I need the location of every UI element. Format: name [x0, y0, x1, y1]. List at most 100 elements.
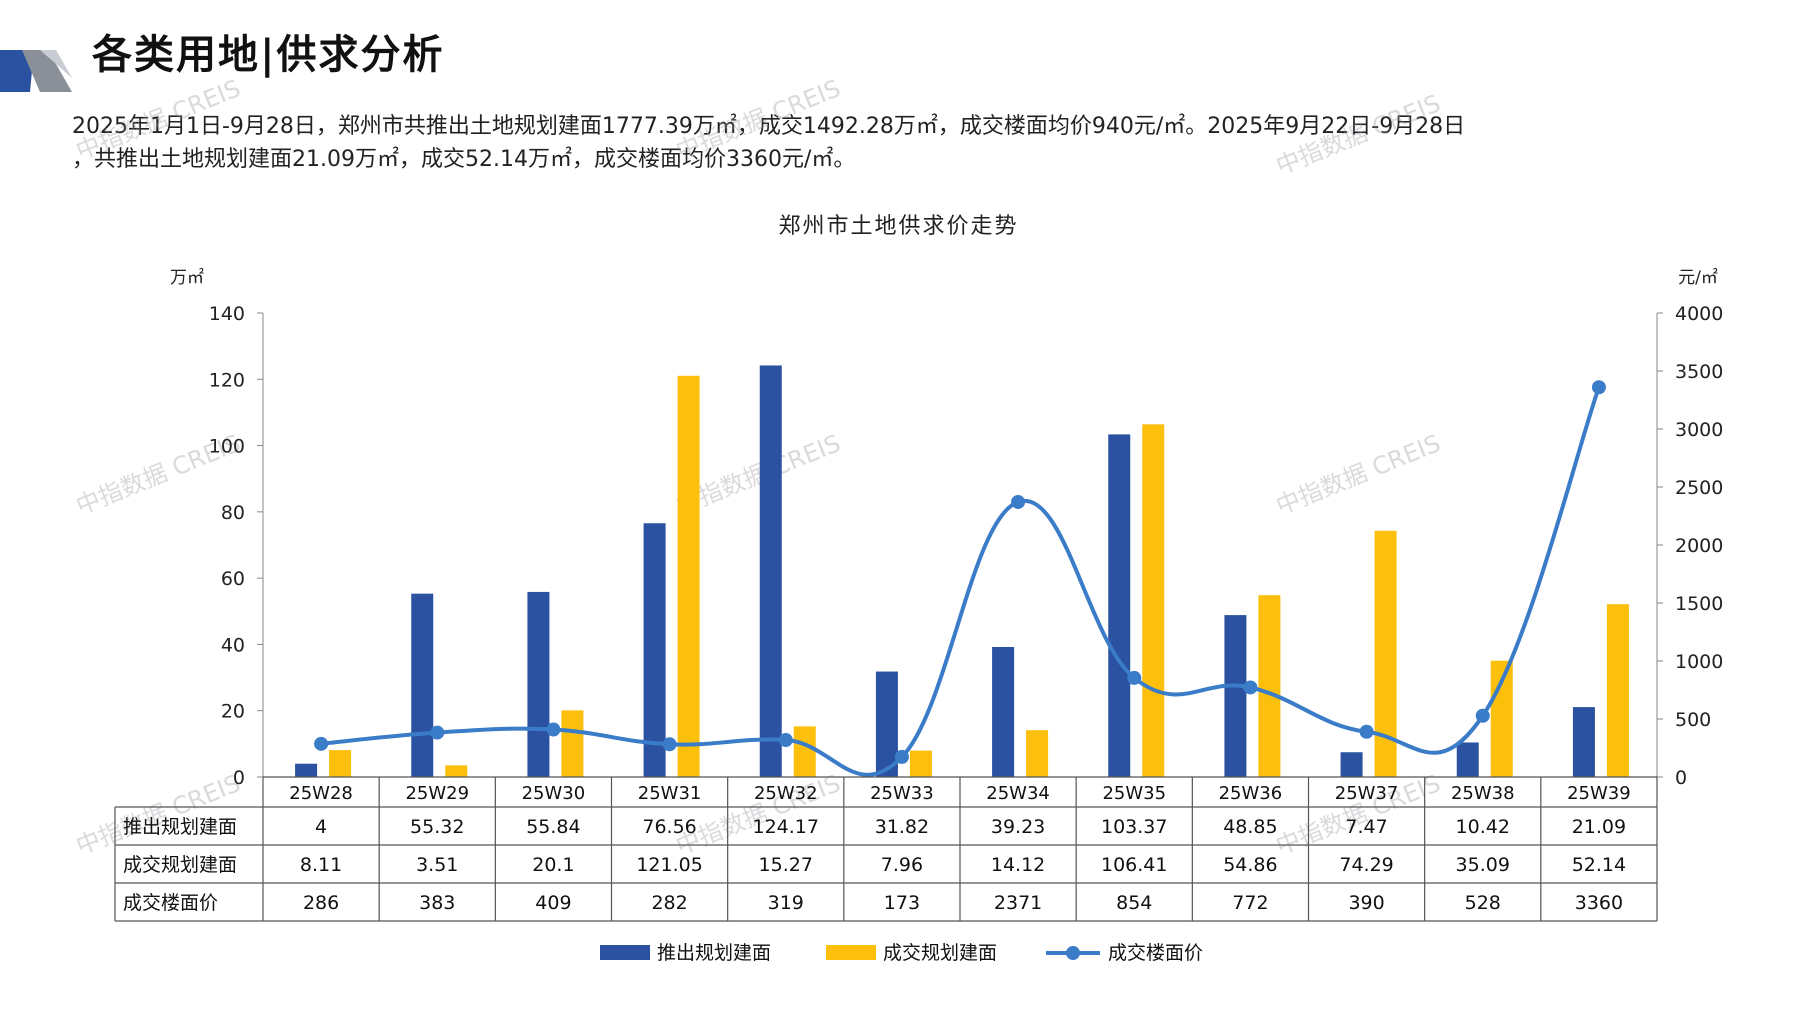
category-label: 25W33: [870, 783, 934, 804]
left-axis-tick-label: 40: [221, 634, 245, 656]
table-cell: 10.42: [1456, 816, 1510, 838]
page-title: 各类用地|供求分析: [92, 31, 445, 78]
chart-title: 郑州市土地供求价走势: [778, 214, 1019, 239]
supply-bar: [295, 763, 318, 777]
right-axis-tick-label: 2000: [1675, 535, 1723, 557]
summary-text: 2025年1月1日-9月28日，郑州市共推出土地规划建面1777.39万㎡，成交…: [72, 110, 1732, 176]
left-axis-tick-label: 20: [221, 701, 245, 723]
deal-bar: [677, 375, 700, 777]
table-cell: 390: [1348, 892, 1384, 914]
supply-bar: [1572, 707, 1595, 777]
table-cell: 4: [315, 816, 327, 838]
supply-bar: [992, 646, 1015, 777]
right-axis-tick-label: 1000: [1675, 651, 1723, 673]
deal-bar: [329, 750, 352, 777]
supply-bar: [875, 671, 898, 777]
legend-price-label: 成交楼面价: [1108, 942, 1203, 964]
table-cell: 282: [651, 892, 687, 914]
price-point: [894, 749, 909, 764]
price-point: [662, 737, 677, 752]
table-cell: 35.09: [1456, 854, 1510, 876]
price-point: [1591, 380, 1606, 395]
right-axis-tick-label: 500: [1675, 709, 1711, 731]
table-cell: 7.96: [881, 854, 923, 876]
category-label: 25W31: [638, 783, 702, 804]
table-cell: 8.11: [300, 854, 342, 876]
category-label: 25W30: [522, 783, 586, 804]
table-cell: 14.12: [991, 854, 1045, 876]
right-axis-tick-label: 2500: [1675, 477, 1723, 499]
supply-bar: [1340, 752, 1363, 777]
category-label: 25W34: [986, 783, 1050, 804]
table-cell: 286: [303, 892, 339, 914]
price-point: [1359, 724, 1374, 739]
table-cell: 54.86: [1223, 854, 1277, 876]
table-cell: 76.56: [642, 816, 696, 838]
supply-bar: [643, 523, 666, 777]
supply-bar: [1224, 615, 1247, 777]
table-cell: 74.29: [1339, 854, 1393, 876]
table-cell: 20.1: [532, 854, 574, 876]
category-label: 25W35: [1102, 783, 1166, 804]
table-cell: 121.05: [636, 854, 702, 876]
logo-mark-icon: [0, 50, 72, 92]
table-row-header: 成交规划建面: [123, 854, 237, 876]
table-cell: 55.84: [526, 816, 580, 838]
left-axis-tick-label: 120: [209, 369, 245, 391]
right-axis-tick-label: 1500: [1675, 593, 1723, 615]
deal-bar: [1374, 530, 1397, 777]
price-line: [320, 386, 1601, 777]
price-point: [1011, 494, 1026, 509]
category-label: 25W29: [405, 783, 469, 804]
table-cell: 52.14: [1572, 854, 1626, 876]
supply-bar: [759, 365, 782, 777]
deal-bar: [1142, 424, 1165, 777]
supply-bar: [527, 591, 550, 777]
summary-line-2: ，共推出土地规划建面21.09万㎡，成交52.14万㎡，成交楼面均价3360元/…: [72, 147, 856, 172]
table-row-header: 推出规划建面: [123, 816, 237, 838]
legend-deal-label: 成交规划建面: [883, 942, 997, 964]
left-axis-tick-label: 100: [209, 436, 245, 458]
deal-bar: [1026, 730, 1049, 777]
table-cell: 528: [1465, 892, 1501, 914]
supply-bar: [411, 593, 434, 777]
supply-bar: [1456, 742, 1479, 777]
left-axis-tick-label: 60: [221, 568, 245, 590]
left-axis-tick-label: 140: [209, 303, 245, 325]
table-cell: 383: [419, 892, 455, 914]
table-cell: 39.23: [991, 816, 1045, 838]
summary-line-1: 2025年1月1日-9月28日，郑州市共推出土地规划建面1777.39万㎡，成交…: [72, 114, 1466, 139]
deal-bar: [793, 726, 816, 777]
category-label: 25W39: [1567, 783, 1631, 804]
price-point: [1243, 680, 1258, 695]
header: [0, 22, 700, 92]
supply-bar: [1108, 434, 1131, 777]
right-axis-unit: 元/㎡: [1678, 268, 1718, 288]
table-cell: 854: [1116, 892, 1152, 914]
deal-bar: [561, 710, 584, 777]
table-row-header: 成交楼面价: [123, 892, 218, 914]
price-point: [1475, 708, 1490, 723]
category-label: 25W37: [1335, 783, 1399, 804]
table-cell: 2371: [994, 892, 1042, 914]
table-cell: 3360: [1575, 892, 1623, 914]
left-axis-tick-label: 0: [233, 767, 245, 789]
category-label: 25W38: [1451, 783, 1515, 804]
right-axis-tick-label: 3500: [1675, 361, 1723, 383]
table-cell: 21.09: [1572, 816, 1626, 838]
table-cell: 55.32: [410, 816, 464, 838]
table-cell: 319: [768, 892, 804, 914]
legend-supply-label: 推出规划建面: [657, 942, 771, 964]
left-axis-tick-label: 80: [221, 502, 245, 524]
right-axis-tick-label: 0: [1675, 767, 1687, 789]
deal-bar: [1258, 595, 1281, 777]
deal-bar: [445, 765, 468, 777]
price-point: [778, 732, 793, 747]
table-cell: 124.17: [753, 816, 819, 838]
price-point: [430, 725, 445, 740]
table-cell: 772: [1232, 892, 1268, 914]
deal-bar: [1606, 604, 1629, 777]
legend-supply-swatch: [600, 945, 650, 960]
price-point: [546, 722, 561, 737]
